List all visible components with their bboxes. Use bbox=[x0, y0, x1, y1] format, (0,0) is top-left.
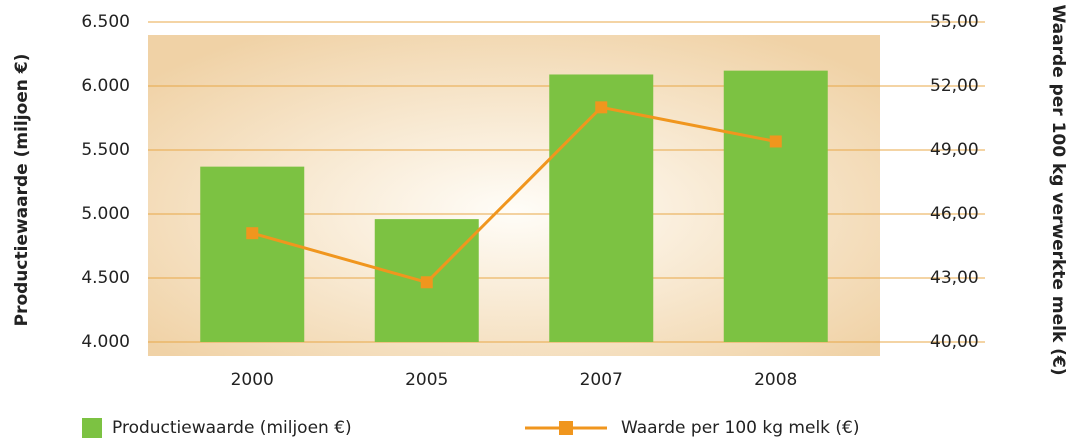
x-tick-label: 2005 bbox=[405, 370, 448, 390]
y2-tick-label: 43,00 bbox=[930, 268, 979, 288]
legend-swatch bbox=[559, 421, 573, 435]
line-marker bbox=[420, 276, 433, 289]
y-tick-label: 4.000 bbox=[81, 332, 130, 352]
y-tick-label: 5.000 bbox=[81, 204, 130, 224]
line-marker bbox=[769, 135, 782, 148]
y2-tick-label: 46,00 bbox=[930, 204, 979, 224]
bar bbox=[200, 166, 305, 342]
x-tick-label: 2007 bbox=[580, 370, 623, 390]
line-marker bbox=[246, 227, 259, 240]
legend-label: Productiewaarde (miljoen €) bbox=[112, 418, 352, 438]
y-tick-label: 6.000 bbox=[81, 76, 130, 96]
legend-swatch bbox=[82, 418, 102, 438]
x-tick-label: 2000 bbox=[231, 370, 274, 390]
y2-tick-label: 55,00 bbox=[930, 12, 979, 32]
bar bbox=[549, 74, 654, 342]
x-tick-label: 2008 bbox=[754, 370, 797, 390]
y-axis-label: Productiewaarde (miljoen €) bbox=[12, 54, 32, 327]
line-marker bbox=[595, 101, 608, 114]
legend-label: Waarde per 100 kg melk (€) bbox=[621, 418, 860, 438]
y2-axis-label: Waarde per 100 kg verwerkte melk (€) bbox=[1048, 4, 1068, 375]
y-tick-label: 5.500 bbox=[81, 140, 130, 160]
bar bbox=[723, 70, 828, 342]
line bbox=[251, 105, 777, 284]
y2-tick-label: 52,00 bbox=[930, 76, 979, 96]
y-tick-label: 4.500 bbox=[81, 268, 130, 288]
y2-tick-label: 40,00 bbox=[930, 332, 979, 352]
y-tick-label: 6.500 bbox=[81, 12, 130, 32]
y2-tick-label: 49,00 bbox=[930, 140, 979, 160]
